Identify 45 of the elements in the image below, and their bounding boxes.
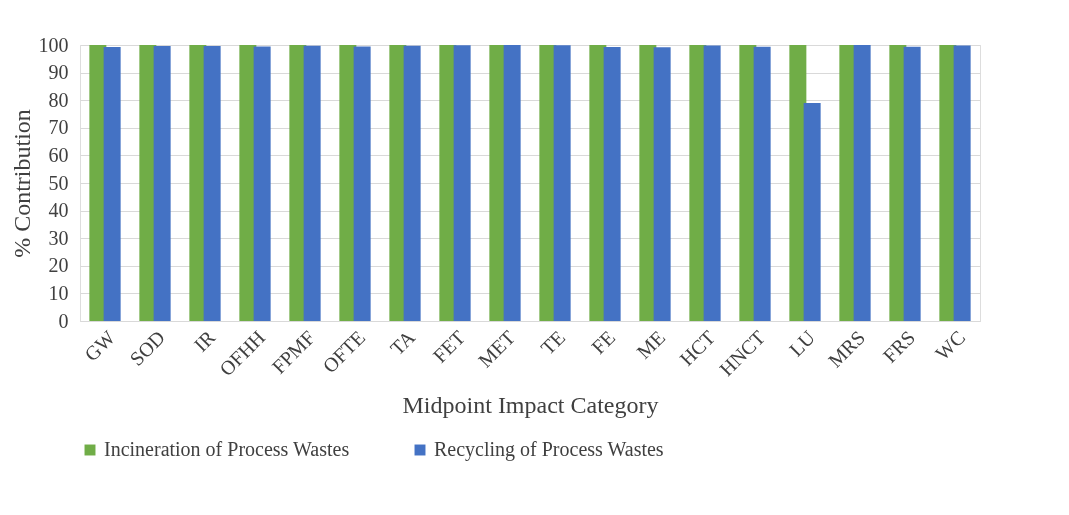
x-tick-label: FRS — [878, 326, 920, 367]
bar — [789, 45, 807, 321]
bar — [303, 45, 321, 321]
bar — [503, 45, 521, 321]
bar — [253, 46, 271, 321]
x-tick-label: TE — [536, 326, 570, 359]
x-tick-label: FET — [428, 326, 470, 367]
y-tick-label: 10 — [48, 281, 69, 304]
bar — [753, 46, 771, 321]
bar — [203, 46, 221, 321]
bar — [803, 102, 821, 321]
bar — [353, 46, 371, 321]
x-tick-label: GW — [80, 326, 120, 366]
x-tick-label: IR — [189, 325, 220, 356]
y-axis-title: % Contribution — [8, 109, 35, 258]
bar — [953, 45, 971, 321]
x-tick-label: LU — [784, 325, 820, 361]
legend-label: Recycling of Process Wastes — [434, 438, 664, 461]
x-tick-label: ME — [632, 326, 670, 363]
y-tick-label: 100 — [38, 33, 69, 56]
y-tick-label: 20 — [48, 254, 69, 277]
x-tick-label: FE — [587, 326, 620, 359]
bar — [853, 45, 871, 321]
y-tick-label: 30 — [48, 226, 69, 249]
bar — [403, 45, 421, 321]
y-tick-label: 80 — [48, 88, 69, 111]
x-tick-label: WC — [930, 326, 970, 365]
bar — [603, 46, 621, 321]
y-tick-label: 90 — [48, 61, 69, 84]
y-tick-label: 40 — [48, 199, 69, 222]
x-axis-title: Midpoint Impact Category — [402, 392, 659, 419]
y-tick-label: 50 — [48, 171, 69, 194]
x-tick-label: TA — [385, 325, 420, 360]
x-tick-label: SOD — [125, 326, 170, 370]
bar — [653, 47, 671, 321]
y-tick-label: 60 — [48, 143, 69, 166]
bar — [903, 46, 921, 321]
bar — [453, 45, 471, 321]
legend-label: Incineration of Process Wastes — [104, 438, 350, 460]
y-tick-label: 70 — [48, 116, 69, 139]
bar — [703, 45, 721, 321]
bar — [103, 46, 121, 321]
bar — [553, 45, 571, 321]
bar — [153, 46, 171, 321]
y-tick-label: 0 — [58, 309, 69, 332]
